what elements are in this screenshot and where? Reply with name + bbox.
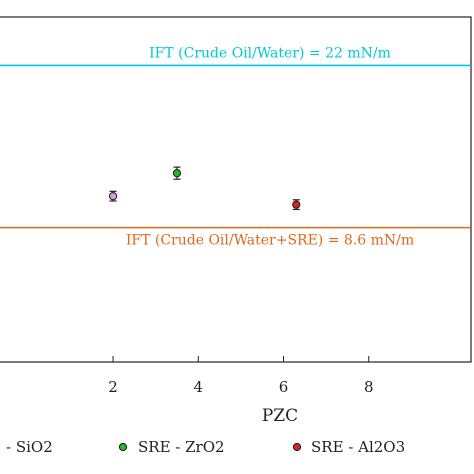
- x-tick-label-3: 8: [364, 378, 374, 396]
- x-axis-ticks: 2 4 6 8: [108, 356, 374, 396]
- x-tick-label-1: 4: [194, 378, 204, 396]
- legend-label-0: - SiO2: [6, 438, 53, 456]
- data-points: [108, 166, 301, 211]
- reference-label-1: IFT (Crude Oil/Water+SRE) = 8.6 mN/m: [126, 233, 414, 249]
- reference-label-0: IFT (Crude Oil/Water) = 22 mN/m: [149, 45, 391, 61]
- x-tick-label-0: 2: [108, 378, 118, 396]
- legend-marker-2: [292, 442, 302, 452]
- legend-label-1: SRE - ZrO2: [138, 438, 225, 456]
- plot-frame: [0, 16, 472, 363]
- legend-item-0: - SiO2: [6, 438, 53, 456]
- data-point-2-0: [292, 199, 301, 211]
- x-tick-label-2: 6: [279, 378, 289, 396]
- x-axis-title: PZC: [262, 406, 298, 426]
- legend-marker-1: [118, 442, 128, 452]
- plot-border: [0, 16, 472, 363]
- legend-item-1: SRE - ZrO2: [118, 438, 225, 456]
- reference-lines: IFT (Crude Oil/Water) = 22 mN/m IFT (Crud…: [0, 45, 471, 249]
- legend-item-2: SRE - Al2O3: [292, 438, 405, 456]
- legend-label-2: SRE - Al2O3: [311, 438, 405, 456]
- legend: - SiO2 SRE - ZrO2 SRE - Al2O3: [6, 438, 405, 456]
- data-point-1-0: [172, 166, 182, 180]
- data-point-0-0: [108, 190, 118, 202]
